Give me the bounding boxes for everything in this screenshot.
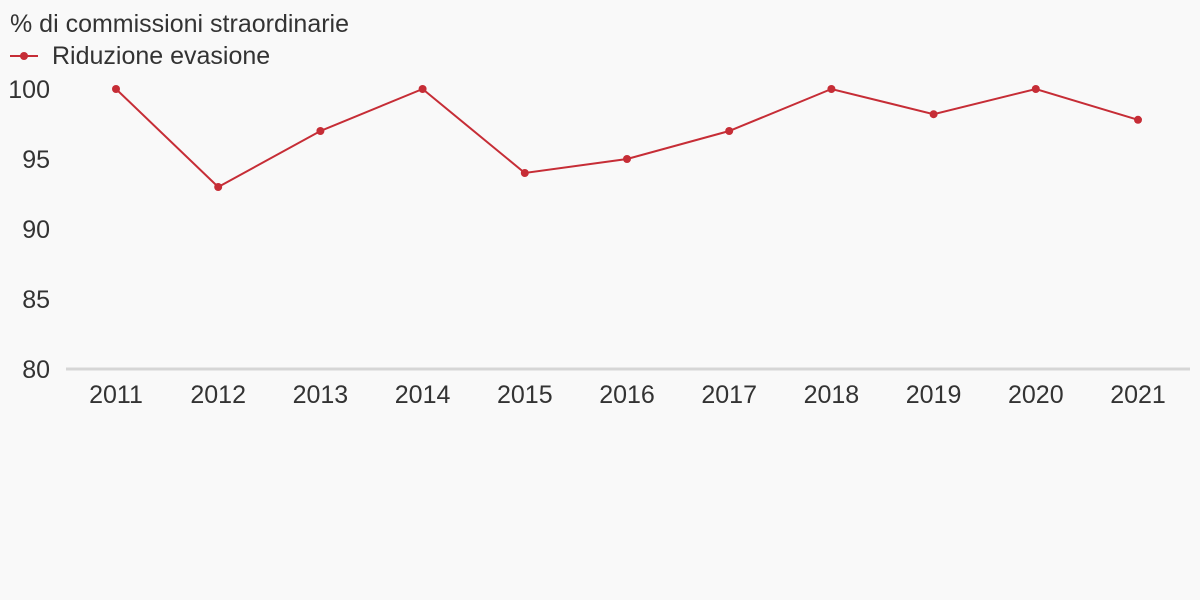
x-tick-label: 2014 xyxy=(395,381,451,409)
data-point xyxy=(214,183,223,191)
y-axis-label: % di commissioni straordinarie xyxy=(10,10,349,38)
y-tick-label: 80 xyxy=(22,356,50,384)
x-tick-label: 2019 xyxy=(906,381,962,409)
data-point xyxy=(623,155,631,163)
data-point xyxy=(520,169,529,177)
data-point xyxy=(316,127,325,135)
legend-marker-swatch xyxy=(20,52,28,60)
data-point xyxy=(929,110,938,119)
data-point xyxy=(418,85,427,93)
data-point xyxy=(725,127,734,135)
data-point xyxy=(1134,115,1142,124)
x-tick-label: 2012 xyxy=(190,381,246,409)
x-tick-label: 2021 xyxy=(1110,381,1166,409)
y-tick-label: 95 xyxy=(22,146,50,174)
data-point xyxy=(827,85,836,93)
data-point xyxy=(112,85,120,93)
y-tick-label: 100 xyxy=(8,76,50,104)
series-layer xyxy=(112,85,1142,191)
x-tick-label: 2018 xyxy=(804,381,860,409)
x-tick-label: 2016 xyxy=(599,381,655,409)
x-tick-labels: 2011 2012 2013 2014 2015 2016 2017 2018 2019 2020… xyxy=(89,381,1166,409)
series-line xyxy=(115,87,1139,189)
y-tick-label: 90 xyxy=(22,216,50,244)
x-tick-label: 2015 xyxy=(497,381,553,409)
x-tick-label: 2017 xyxy=(701,381,757,409)
y-tick-label: 85 xyxy=(22,286,50,314)
x-tick-label: 2020 xyxy=(1008,381,1064,409)
legend: Riduzione evasione xyxy=(10,42,270,70)
y-tick-labels: 100 95 90 85 80 xyxy=(8,76,50,384)
x-tick-label: 2013 xyxy=(293,381,349,409)
legend-entry-label: Riduzione evasione xyxy=(52,42,270,70)
data-point xyxy=(1031,85,1040,93)
x-tick-label: 2011 xyxy=(89,381,143,409)
